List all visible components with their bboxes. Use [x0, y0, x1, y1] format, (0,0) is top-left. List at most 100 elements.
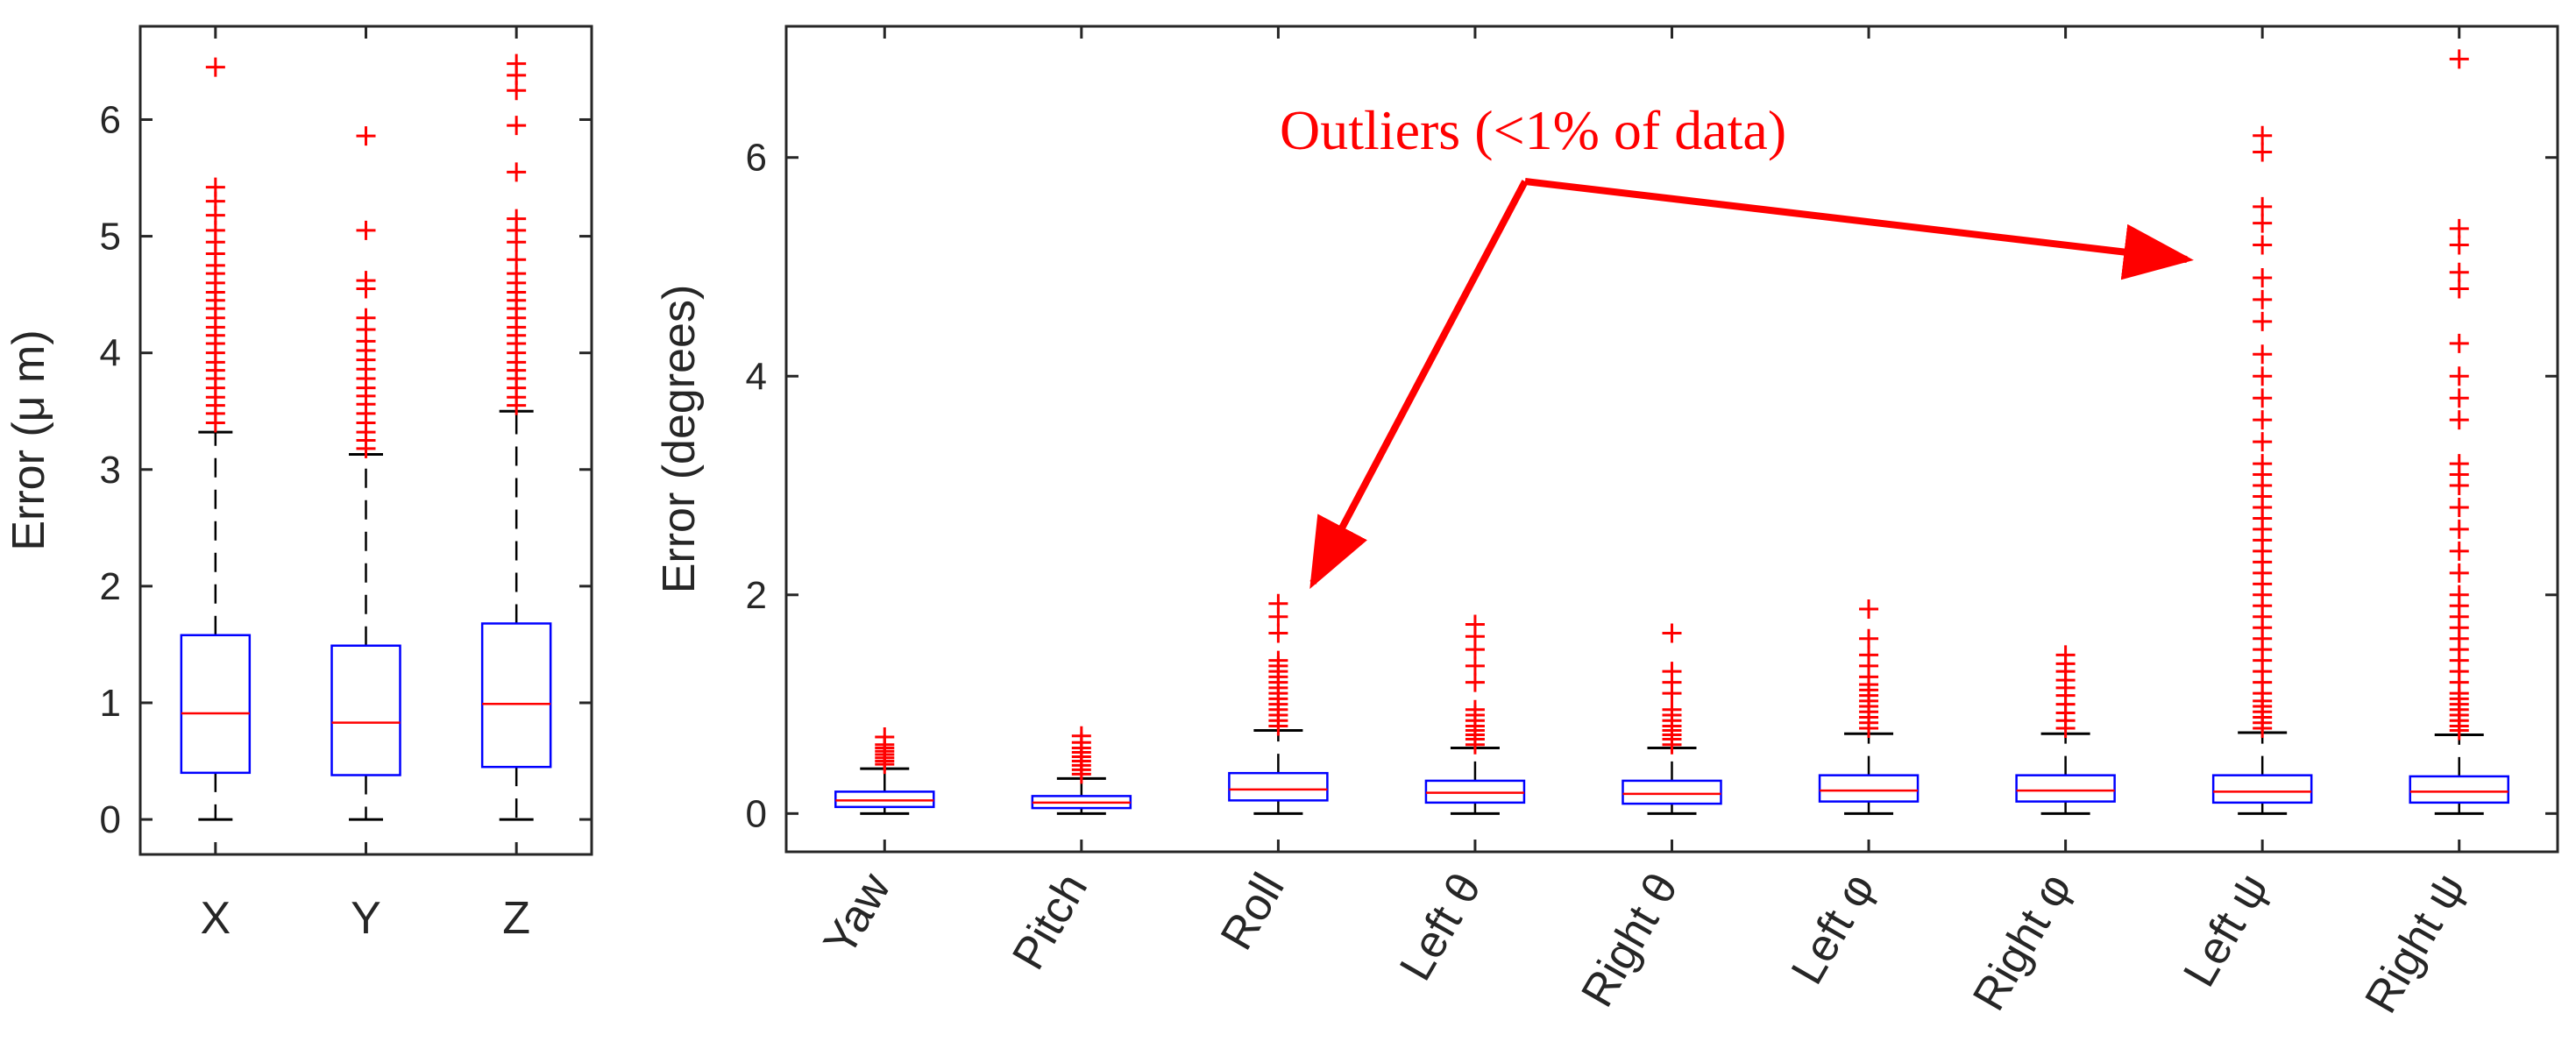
box-right: Right θ [1572, 26, 1722, 1016]
y-tick-label: 6 [746, 137, 767, 180]
outlier-point [2449, 49, 2469, 69]
outlier-point [2055, 645, 2076, 665]
outlier-point [2253, 454, 2273, 474]
y-tick-label: 1 [100, 682, 121, 725]
outlier-point [2253, 311, 2273, 331]
x-tick-label: Yaw [814, 865, 901, 965]
box-right: Right φ [1963, 26, 2116, 1019]
y-tick-label: 0 [100, 798, 121, 841]
y-tick-label: 4 [746, 355, 767, 398]
outlier-point [356, 271, 376, 291]
outlier-point [2449, 262, 2469, 282]
x-tick-label: X [200, 893, 231, 944]
outlier-point [2253, 289, 2273, 309]
annotation-arrow-to-roll [1309, 180, 1529, 590]
x-tick-label: Left θ [1390, 865, 1491, 989]
iqr-box [480, 622, 552, 769]
y-tick-label: 0 [746, 792, 767, 835]
box-left: Left ψ [2174, 26, 2313, 996]
iqr-box [1622, 779, 1722, 805]
outlier-point [1662, 662, 1682, 682]
box-left: Left φ [1782, 26, 1920, 993]
iqr-box [180, 634, 252, 775]
outlier-point [1268, 593, 1288, 613]
outlier-point [2449, 585, 2469, 605]
outlier-point [2449, 366, 2469, 386]
box-roll: Roll [1211, 26, 1329, 959]
outlier-point [1268, 623, 1288, 643]
outlier-point [1268, 650, 1288, 670]
x-tick-label: Right θ [1572, 865, 1688, 1016]
x-tick-label: Left φ [1782, 865, 1885, 993]
outlier-point [507, 209, 527, 229]
outlier-point [2253, 388, 2273, 408]
x-tick-label: Left ψ [2174, 865, 2278, 996]
outlier-point [2253, 432, 2273, 452]
x-tick-label: Right ψ [2355, 865, 2475, 1022]
box-right: Right ψ [2355, 26, 2509, 1022]
outlier-point [205, 57, 225, 77]
outlier-point [2449, 388, 2469, 408]
outlier-point [2253, 267, 2273, 287]
y-axis-label: Error (μ m) [4, 330, 54, 550]
box-x: X [180, 26, 252, 944]
outlier-point [2253, 142, 2273, 162]
outlier-point [2253, 235, 2273, 255]
outlier-point [2449, 410, 2469, 430]
x-tick-label: Pitch [1003, 865, 1097, 978]
outlier-point [2253, 196, 2273, 216]
outlier-point [2449, 279, 2469, 299]
outlier-point [507, 116, 527, 136]
outlier-point [507, 162, 527, 182]
y-tick-label: 2 [746, 574, 767, 617]
outlier-point [1465, 672, 1485, 692]
right-error-boxplot: 0 2 4 6 Error (degrees) Yaw Pitch Roll Left θ Rig… [654, 25, 2559, 1022]
outlier-point [875, 726, 895, 747]
outlier-point [1662, 699, 1682, 719]
outlier-point [2253, 125, 2273, 145]
outlier-annotation: Outliers (<1% of data) [1280, 99, 2194, 590]
iqr-box [2409, 775, 2509, 804]
y-tick-label: 2 [100, 565, 121, 608]
outlier-point [1465, 656, 1485, 676]
outlier-point [205, 177, 225, 197]
outlier-point [1465, 699, 1485, 719]
outlier-point [1859, 599, 1879, 620]
y-tick-label: 3 [100, 449, 121, 492]
iqr-box [330, 644, 401, 776]
outlier-point [2253, 344, 2273, 365]
box-pitch: Pitch [1003, 26, 1132, 978]
outlier-point [2449, 235, 2469, 255]
left-error-boxplot: 0 1 2 3 4 5 6 Error (μ m) X Y Z [4, 25, 593, 944]
outlier-point [2449, 563, 2469, 583]
box-yaw: Yaw [814, 26, 935, 965]
outlier-point [1859, 628, 1879, 648]
box-y: Y [330, 26, 401, 944]
outlier-point [2253, 366, 2273, 386]
outlier-point [1071, 726, 1091, 746]
annotation-arrow-to-left-psi [1524, 178, 2194, 280]
iqr-box [1228, 771, 1329, 802]
iqr-box [1818, 774, 1920, 803]
outlier-point [2449, 541, 2469, 561]
outlier-point [2449, 333, 2469, 353]
outlier-point [2449, 218, 2469, 238]
outlier-point [2449, 519, 2469, 539]
outlier-point [356, 220, 376, 240]
box-left: Left θ [1390, 26, 1526, 989]
y-axis-label: Error (degrees) [654, 285, 705, 594]
outlier-point [1859, 645, 1879, 665]
x-tick-label: Y [351, 893, 381, 944]
y-tick-label: 5 [100, 216, 121, 259]
outlier-point [356, 308, 376, 328]
outlier-point [507, 53, 527, 74]
outlier-point [1465, 614, 1485, 634]
iqr-box [2211, 774, 2313, 804]
outlier-point [2253, 213, 2273, 233]
iqr-box [2015, 774, 2116, 803]
box-z: Z [480, 26, 552, 944]
outlier-point [2449, 454, 2469, 474]
outlier-point [507, 250, 527, 270]
outlier-annotation-text: Outliers (<1% of data) [1280, 99, 1786, 161]
